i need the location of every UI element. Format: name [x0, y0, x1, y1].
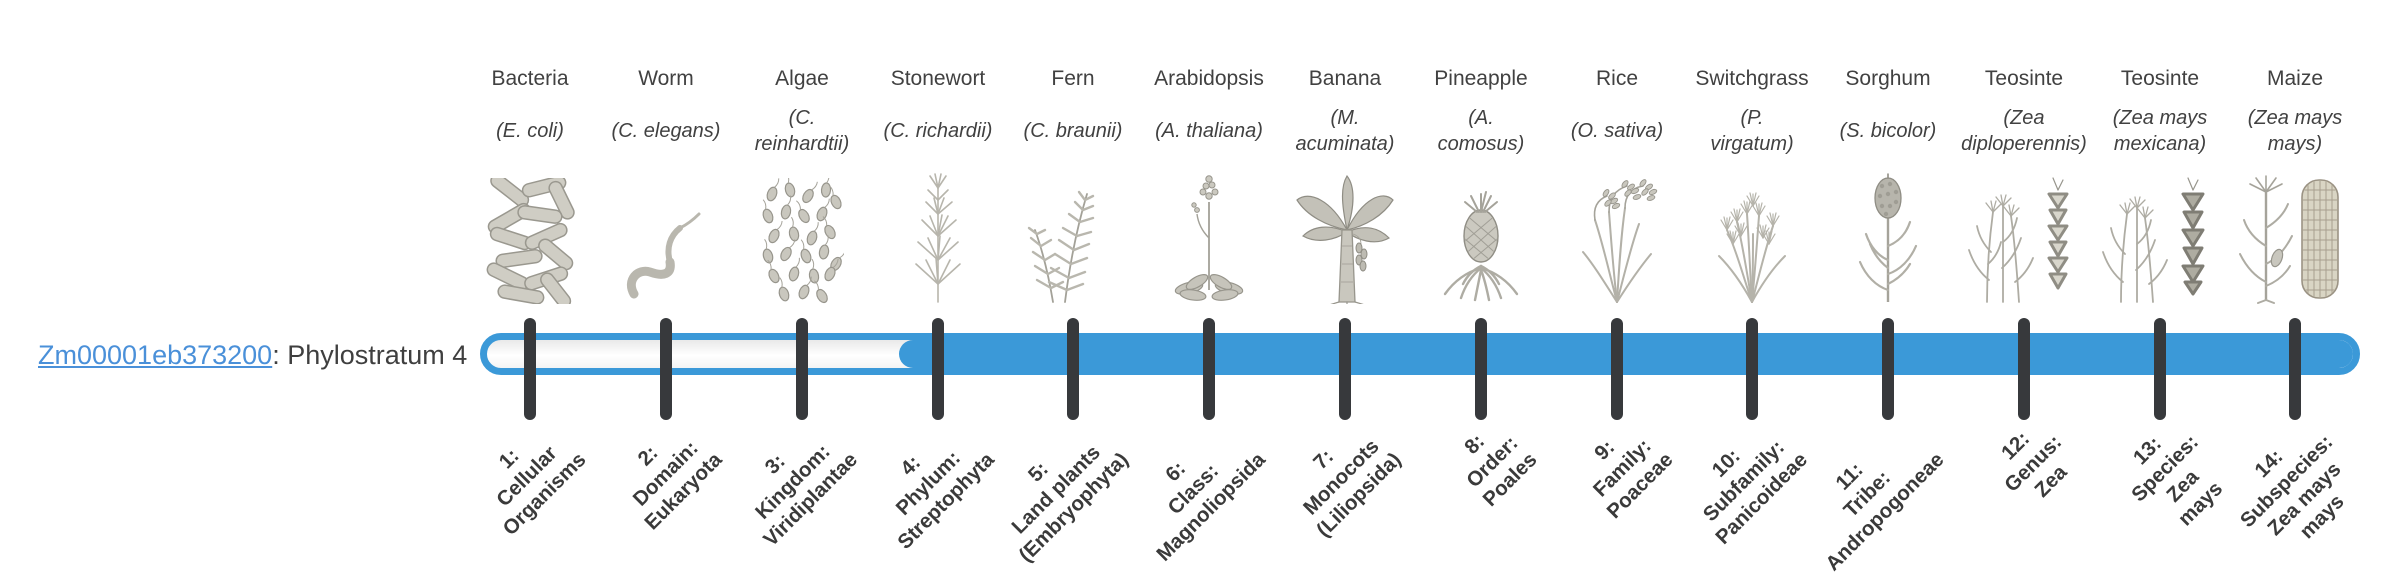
organism-column-teosinte-mexicana: Teosinte (Zea mays mexicana): [2085, 66, 2235, 304]
stratum-tick-7: [1339, 318, 1351, 420]
organism-sci-name: (C. braunii): [1023, 120, 1123, 142]
stratum-tick-14: [2289, 318, 2301, 420]
gene-label: Zm00001eb373200: Phylostratum 4: [38, 340, 467, 370]
organism-name: Switchgrass: [1695, 67, 1809, 90]
organism-sci-name: (P. virgatum): [1710, 107, 1794, 155]
organism-name: Arabidopsis: [1154, 67, 1264, 90]
banana-icon: [1296, 174, 1394, 304]
organism-sci-name: (A. comosus): [1437, 107, 1525, 155]
organism-column-rice: Rice (O. sativa): [1542, 66, 1692, 304]
fern-icon: [1027, 190, 1095, 303]
organism-name: Sorghum: [1845, 67, 1931, 90]
stonewort-icon: [915, 173, 961, 303]
organism-name: Teosinte: [2120, 67, 2200, 90]
maize-icon: [2239, 175, 2339, 304]
organism-name: Rice: [1595, 67, 1638, 90]
organism-name: Algae: [775, 67, 829, 90]
arabidopsis-icon: [1174, 175, 1244, 301]
organism-name: Banana: [1308, 67, 1382, 90]
organism-name: Stonewort: [890, 67, 986, 90]
bacteria-icon: [486, 178, 575, 304]
stratum-tick-5: [1067, 318, 1079, 420]
gene-link[interactable]: Zm00001eb373200: [38, 340, 273, 370]
organism-sci-name: (C. richardii): [883, 120, 993, 142]
organism-sci-name: (Zea mays mays): [2247, 107, 2343, 155]
switchgrass-icon: [1718, 192, 1786, 303]
organism-column-algae: Algae (C. reinhardtii): [727, 66, 877, 304]
stratum-tick-1: [524, 318, 536, 420]
phylostratum-bar-fill: [899, 340, 2353, 368]
stratum-tick-8: [1475, 318, 1487, 420]
organism-name: Pineapple: [1434, 67, 1528, 90]
organism-name: Teosinte: [1984, 67, 2064, 90]
stratum-tick-10: [1746, 318, 1758, 420]
gene-phylostratum-text: : Phylostratum 4: [272, 340, 468, 370]
organism-sci-name: (O. sativa): [1570, 120, 1664, 142]
organism-sci-name: (A. thaliana): [1155, 120, 1263, 142]
stratum-tick-4: [932, 318, 944, 420]
stratum-tick-12: [2018, 318, 2030, 420]
stratum-tick-2: [660, 318, 672, 420]
organism-sci-name: (E. coli): [496, 120, 564, 142]
organism-sci-name: (C. elegans): [611, 120, 721, 142]
organism-sci-name: (C. reinhardtii): [754, 107, 850, 155]
organism-name: Maize: [2266, 67, 2324, 90]
pineapple-icon: [1443, 191, 1519, 302]
stratum-tick-3: [796, 318, 808, 420]
organism-column-switchgrass: Switchgrass (P. virgatum): [1677, 66, 1827, 304]
organism-column-teosinte-diploperennis: Teosinte (Zea diploperennis): [1949, 66, 2099, 304]
rice-icon: [1582, 178, 1659, 303]
organism-column-worm: Worm (C. elegans): [591, 66, 741, 304]
organism-column-banana: Banana (M. acuminata): [1270, 66, 1420, 304]
organism-column-arabidopsis: Arabidopsis (A. thaliana): [1134, 66, 1284, 304]
teosinte-diploperennis-icon: [1968, 177, 2069, 303]
organism-column-bacteria: Bacteria (E. coli): [455, 66, 605, 304]
organism-sci-name: (Zea mays mexicana): [2112, 107, 2208, 155]
organism-sci-name: (Zea diploperennis): [1961, 107, 2087, 155]
teosinte-mexicana-icon: [2102, 177, 2205, 303]
organism-column-fern: Fern (C. braunii): [998, 66, 1148, 304]
organism-name: Fern: [1051, 67, 1095, 90]
algae-icon: [760, 178, 844, 304]
organism-sci-name: (M. acuminata): [1295, 107, 1395, 155]
organism-name: Worm: [638, 67, 694, 90]
organism-column-stonewort: Stonewort (C. richardii): [863, 66, 1013, 304]
organism-name: Bacteria: [491, 67, 569, 90]
organism-column-sorghum: Sorghum (S. bicolor): [1813, 66, 1963, 304]
stratum-tick-13: [2154, 318, 2166, 420]
stratum-tick-9: [1611, 318, 1623, 420]
sorghum-icon: [1858, 173, 1918, 302]
stratum-tick-11: [1882, 318, 1894, 420]
organism-column-pineapple: Pineapple (A. comosus): [1406, 66, 1556, 304]
stratum-tick-6: [1203, 318, 1215, 420]
organism-sci-name: (S. bicolor): [1839, 120, 1937, 142]
organism-column-maize: Maize (Zea mays mays): [2220, 66, 2370, 304]
worm-icon: [626, 212, 701, 299]
